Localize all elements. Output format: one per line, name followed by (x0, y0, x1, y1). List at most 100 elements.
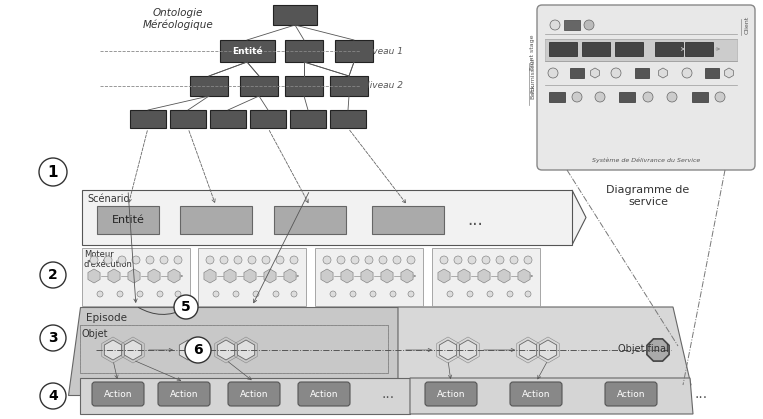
Text: Back: Back (530, 83, 535, 99)
Circle shape (379, 256, 387, 264)
Circle shape (146, 256, 154, 264)
Circle shape (213, 291, 219, 297)
Bar (685, 42, 713, 56)
Circle shape (117, 291, 123, 297)
Circle shape (40, 325, 66, 351)
Bar (655, 42, 683, 56)
Circle shape (482, 256, 490, 264)
Text: Front stage: Front stage (530, 34, 535, 70)
Circle shape (39, 158, 67, 186)
Bar (198, 248, 306, 306)
Text: Action: Action (104, 390, 132, 398)
Bar (290, 110, 326, 128)
Circle shape (365, 256, 373, 264)
Circle shape (350, 291, 356, 297)
Circle shape (468, 256, 476, 264)
Bar (692, 92, 708, 102)
Bar (220, 40, 275, 62)
Polygon shape (591, 68, 599, 78)
Text: Niveau 2: Niveau 2 (363, 82, 403, 91)
Bar (97, 206, 159, 234)
Bar (240, 76, 278, 96)
Polygon shape (398, 307, 691, 385)
Polygon shape (88, 269, 100, 283)
Circle shape (97, 291, 103, 297)
Text: ...: ... (382, 387, 394, 401)
Circle shape (510, 256, 518, 264)
Polygon shape (341, 269, 353, 283)
Polygon shape (217, 340, 235, 360)
Bar (285, 40, 323, 62)
Polygon shape (168, 269, 180, 283)
Text: 2: 2 (48, 268, 58, 282)
Text: Episode: Episode (86, 313, 127, 323)
Polygon shape (520, 340, 536, 360)
Text: Entité: Entité (111, 215, 144, 225)
Polygon shape (401, 269, 413, 283)
Circle shape (206, 256, 214, 264)
Text: 4: 4 (48, 389, 58, 403)
Text: Objet final: Objet final (617, 344, 668, 354)
Bar (582, 42, 610, 56)
Text: ...: ... (695, 387, 708, 401)
Bar (130, 110, 166, 128)
Circle shape (572, 92, 582, 102)
Polygon shape (224, 269, 236, 283)
Text: 5: 5 (181, 300, 191, 314)
FancyBboxPatch shape (298, 382, 350, 406)
Circle shape (248, 256, 256, 264)
Circle shape (393, 256, 401, 264)
Circle shape (118, 256, 126, 264)
Text: 3: 3 (48, 331, 58, 345)
Text: Client: Client (745, 16, 749, 34)
Circle shape (174, 256, 182, 264)
Bar (549, 42, 577, 56)
Circle shape (370, 291, 376, 297)
Circle shape (351, 256, 359, 264)
Polygon shape (658, 68, 668, 78)
Polygon shape (725, 68, 733, 78)
Text: Action: Action (169, 390, 198, 398)
Bar (285, 76, 323, 96)
Circle shape (273, 291, 279, 297)
Text: Moteur
d'exécution: Moteur d'exécution (84, 250, 133, 269)
Polygon shape (148, 269, 160, 283)
Circle shape (611, 68, 621, 78)
Bar (82, 190, 572, 245)
FancyBboxPatch shape (510, 382, 562, 406)
Circle shape (467, 291, 473, 297)
Text: Action: Action (522, 390, 550, 398)
Bar (335, 40, 373, 62)
Text: Ontologie
Méréologique: Ontologie Méréologique (143, 8, 214, 30)
Circle shape (507, 291, 513, 297)
Circle shape (175, 291, 181, 297)
Circle shape (185, 337, 211, 363)
Polygon shape (237, 340, 255, 360)
Polygon shape (179, 340, 197, 360)
Bar (190, 76, 228, 96)
FancyBboxPatch shape (425, 382, 477, 406)
Polygon shape (410, 378, 693, 414)
Bar (273, 5, 317, 25)
Circle shape (253, 291, 259, 297)
Text: 1: 1 (48, 165, 58, 179)
Circle shape (667, 92, 677, 102)
Bar (210, 110, 246, 128)
Text: Système de Délivrance du Service: Système de Délivrance du Service (592, 158, 700, 163)
Bar (635, 68, 649, 78)
Text: Niveau 1: Niveau 1 (363, 47, 403, 55)
Polygon shape (518, 269, 530, 283)
Bar (564, 20, 580, 30)
Text: Fournisseur: Fournisseur (530, 57, 535, 93)
Bar (545, 39, 737, 61)
Bar (82, 248, 190, 306)
Circle shape (447, 291, 453, 297)
Text: Objet: Objet (82, 329, 108, 339)
Circle shape (487, 291, 493, 297)
Circle shape (454, 256, 462, 264)
Text: Entité: Entité (232, 47, 262, 55)
Bar (372, 206, 444, 234)
Circle shape (584, 20, 594, 30)
Polygon shape (381, 269, 393, 283)
Polygon shape (459, 340, 477, 360)
